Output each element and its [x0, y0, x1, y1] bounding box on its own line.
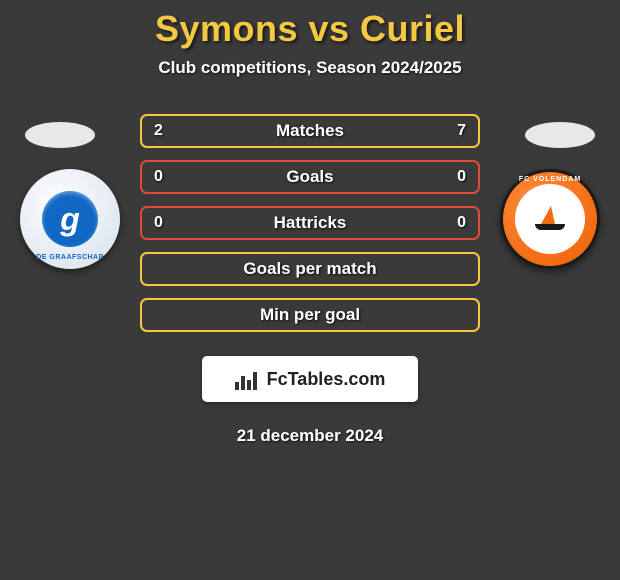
date-text: 21 december 2024 — [0, 426, 620, 446]
stat-right-value: 0 — [457, 214, 466, 232]
crest-right-name: FC VOLENDAM — [503, 176, 597, 183]
stat-label: Min per goal — [260, 305, 360, 325]
comparison-card: Symons vs Curiel Club competitions, Seas… — [0, 0, 620, 446]
crest-left-letter: g — [42, 191, 98, 247]
stat-left-value: 0 — [154, 168, 163, 186]
branding-pill: FcTables.com — [202, 356, 418, 402]
crest-left: g DE GRAAFSCHAP — [20, 169, 120, 269]
crest-left-name: DE GRAAFSCHAP — [36, 254, 104, 261]
stat-row-mpg: Min per goal — [140, 298, 480, 332]
page-subtitle: Club competitions, Season 2024/2025 — [0, 58, 620, 78]
crest-right: FC VOLENDAM — [500, 169, 600, 269]
bars-icon — [235, 368, 261, 390]
stat-row-goals: 0 Goals 0 — [140, 160, 480, 194]
stat-label: Goals per match — [243, 259, 376, 279]
stat-left-value: 0 — [154, 214, 163, 232]
stat-row-hattricks: 0 Hattricks 0 — [140, 206, 480, 240]
stat-row-gpm: Goals per match — [140, 252, 480, 286]
stat-row-matches: 2 Matches 7 — [140, 114, 480, 148]
stat-right-value: 0 — [457, 168, 466, 186]
player-photo-right — [525, 122, 595, 148]
page-title: Symons vs Curiel — [0, 8, 620, 50]
boat-icon — [533, 208, 567, 230]
stat-right-value: 7 — [457, 122, 466, 140]
mid-section: g DE GRAAFSCHAP FC VOLENDAM 2 Matches 7 — [0, 114, 620, 344]
stat-rows: 2 Matches 7 0 Goals 0 0 Hattricks 0 Goal… — [140, 114, 480, 344]
stat-label: Goals — [286, 167, 333, 187]
player-photo-left — [25, 122, 95, 148]
branding-text: FcTables.com — [267, 369, 386, 390]
stat-label: Matches — [276, 121, 344, 141]
stat-left-value: 2 — [154, 122, 163, 140]
stat-label: Hattricks — [274, 213, 347, 233]
